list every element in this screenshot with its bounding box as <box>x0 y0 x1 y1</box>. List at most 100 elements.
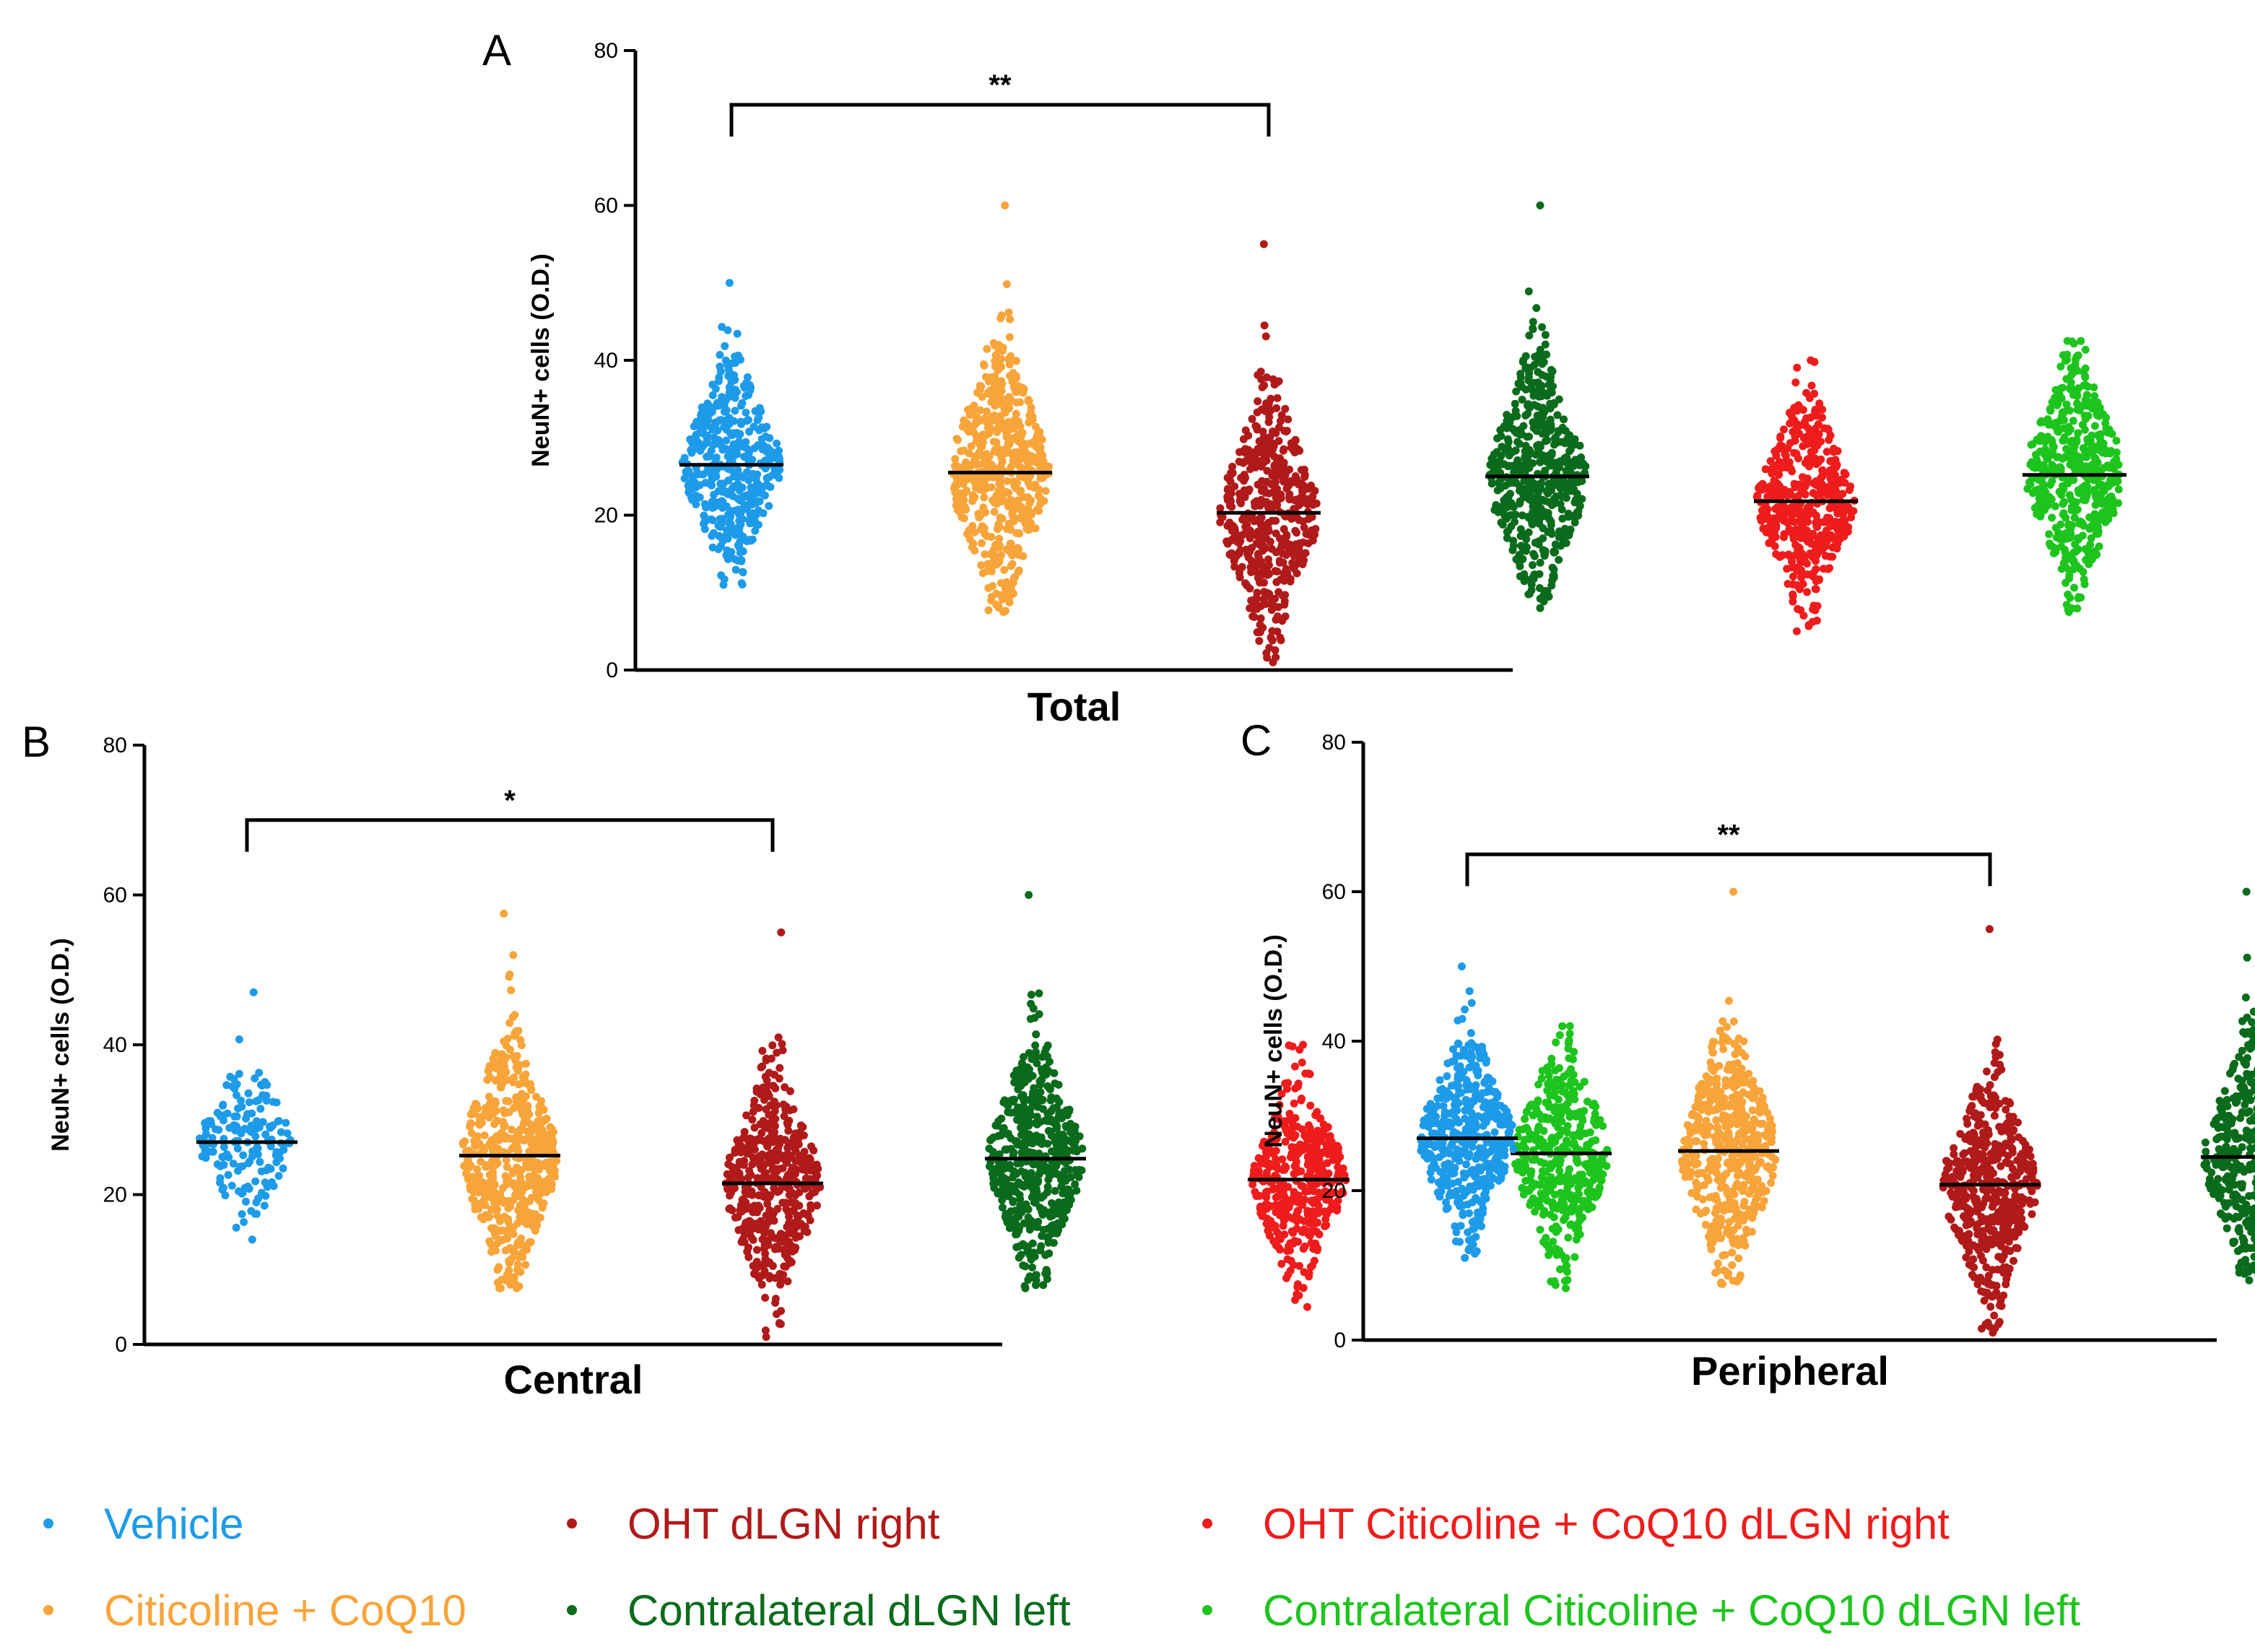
data-point <box>1791 378 1800 387</box>
data-point <box>532 1187 541 1196</box>
data-point <box>2025 478 2034 487</box>
data-point <box>2070 513 2079 522</box>
data-point <box>1005 1160 1014 1169</box>
data-point <box>1016 422 1025 431</box>
data-point <box>1027 455 1036 464</box>
data-point <box>1017 1123 1025 1132</box>
data-point <box>496 1235 505 1244</box>
data-point <box>1536 201 1544 209</box>
data-point <box>783 1277 792 1286</box>
data-point <box>1570 440 1579 448</box>
data-point <box>747 1234 756 1242</box>
data-point <box>1525 464 1534 472</box>
data-point <box>1563 436 1571 445</box>
y-tick-label: 20 <box>594 504 618 528</box>
data-point <box>968 491 977 500</box>
data-point <box>251 1177 260 1186</box>
data-point <box>1279 525 1288 534</box>
data-point <box>744 391 753 399</box>
data-point <box>2067 506 2076 514</box>
data-point <box>1530 512 1539 521</box>
data-point <box>761 1326 770 1335</box>
data-point <box>233 1080 241 1089</box>
data-point <box>1789 590 1797 599</box>
y-tick-label: 80 <box>594 39 618 63</box>
data-point <box>731 565 740 574</box>
data-point <box>2078 519 2087 527</box>
data-point <box>1524 400 1532 409</box>
data-point <box>1274 1243 1283 1252</box>
data-point <box>1266 407 1275 415</box>
data-point <box>1786 419 1794 427</box>
data-point <box>1541 549 1550 557</box>
data-point <box>227 1181 236 1190</box>
data-point <box>1759 524 1768 533</box>
data-point <box>482 1162 490 1171</box>
x-axis-title: Total <box>1027 684 1121 729</box>
data-point <box>516 1210 525 1219</box>
data-point <box>1257 513 1266 522</box>
data-point <box>513 1238 522 1247</box>
data-point <box>482 1211 490 1220</box>
data-point <box>1256 501 1264 510</box>
data-point <box>481 1201 490 1209</box>
data-point <box>963 425 972 434</box>
data-point <box>2036 491 2044 500</box>
data-point <box>785 1191 794 1199</box>
data-point <box>788 1246 796 1255</box>
data-point <box>762 1054 770 1063</box>
data-point <box>1773 503 1781 512</box>
data-point <box>1025 891 1033 899</box>
data-point <box>1517 461 1526 470</box>
data-point <box>1000 565 1009 574</box>
data-point <box>515 1127 523 1136</box>
data-point <box>480 1131 489 1139</box>
data-point <box>725 414 734 422</box>
data-point <box>973 388 982 397</box>
data-point <box>1009 512 1017 521</box>
data-point <box>718 323 726 331</box>
data-point <box>1536 558 1544 567</box>
data-point <box>219 1111 227 1120</box>
data-point <box>1024 478 1033 487</box>
data-point <box>970 547 979 555</box>
data-point <box>724 476 733 484</box>
data-point <box>2090 486 2099 494</box>
data-point <box>2056 425 2064 434</box>
data-point <box>1516 572 1524 581</box>
data-point <box>2066 460 2074 469</box>
data-point <box>1025 397 1033 405</box>
data-point <box>1804 622 1813 630</box>
data-point <box>792 1231 800 1240</box>
data-point <box>2059 416 2068 425</box>
data-point <box>517 1166 526 1174</box>
data-point <box>1541 586 1550 595</box>
data-point <box>1290 552 1298 560</box>
data-point <box>738 1196 747 1204</box>
data-point <box>1494 479 1503 487</box>
data-point <box>978 443 986 451</box>
data-point <box>1832 487 1840 495</box>
data-point <box>722 425 731 434</box>
data-point <box>718 515 726 523</box>
data-point <box>2091 500 2100 509</box>
data-point <box>758 1046 767 1055</box>
data-point <box>502 1053 510 1062</box>
data-point <box>2049 549 2058 557</box>
data-point <box>1830 542 1839 550</box>
data-point <box>1253 588 1261 597</box>
data-point <box>981 373 990 381</box>
data-point <box>1037 456 1046 465</box>
data-point <box>700 525 709 534</box>
data-point <box>1503 417 1511 425</box>
data-point <box>1541 331 1550 339</box>
data-point <box>1548 367 1557 375</box>
data-point <box>730 469 739 478</box>
data-point <box>739 568 747 576</box>
data-point <box>992 427 1001 435</box>
data-point <box>1259 623 1267 632</box>
data-point <box>1498 521 1507 529</box>
data-point <box>734 1168 743 1177</box>
data-point <box>1558 482 1567 490</box>
data-point <box>499 1184 508 1192</box>
